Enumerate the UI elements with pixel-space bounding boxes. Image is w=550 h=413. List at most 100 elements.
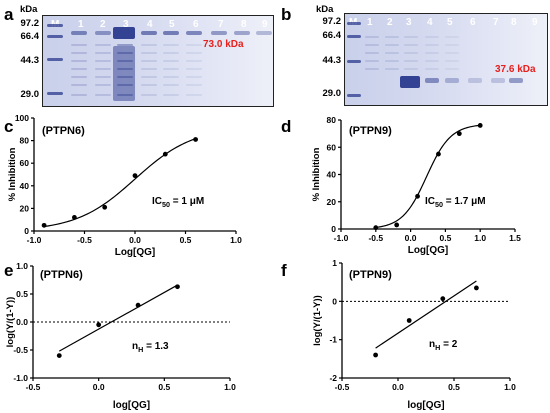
gel-smear-band [163, 94, 179, 96]
gel-a-lane-2: 2 [100, 19, 106, 30]
data-point [162, 151, 168, 157]
gel-smear-band [71, 84, 87, 86]
gel-smear-band [117, 44, 133, 46]
gel-b-lane-5: 5 [447, 17, 453, 28]
gel-smear-band [71, 60, 87, 62]
gel-smear-band [141, 68, 157, 70]
gel-smear-band [445, 36, 459, 38]
gel-smear-band [385, 60, 399, 62]
chart-f-ptpn9-hill-plot: -0.5 0.0 0.5 1.0 -2 -1 0 1 log[QG] log(Y/(1-Y)) (P… [312, 258, 516, 411]
gel-smear-band [95, 68, 111, 70]
gel-smear-band [71, 76, 87, 78]
x-tick-label: 0.5 [448, 382, 460, 392]
target-band [425, 78, 439, 83]
x-tick-label: 0.5 [439, 233, 451, 243]
gel-smear-band [385, 44, 399, 46]
gel-a-unit: kDa [20, 4, 38, 15]
y-axis-label: % Inhibition [7, 147, 18, 201]
gel-smear-band [95, 84, 111, 86]
marker-band [47, 24, 63, 27]
gel-a-marker-66: 66.4 [20, 31, 40, 42]
x-tick-label: 0.0 [93, 382, 105, 392]
y-tick-label: -0.5 [13, 345, 28, 355]
gel-smear-band [186, 76, 202, 78]
y-tick-label: 0 [331, 224, 336, 234]
gel-smear-band [71, 52, 87, 54]
target-band [400, 76, 420, 88]
gel-a-lane-4: 4 [147, 19, 153, 30]
data-point [102, 204, 108, 210]
data-point [135, 302, 141, 308]
gel-b-unit: kDa [316, 4, 334, 15]
x-tick-label: 0.0 [405, 233, 417, 243]
gel-smear-band [95, 44, 111, 46]
gel-smear-band [425, 52, 439, 54]
gel-smear-band [425, 36, 439, 38]
target-band [211, 31, 227, 35]
data-point [394, 222, 400, 228]
panel-letter-e: e [4, 261, 14, 280]
gel-smear-band [365, 68, 379, 70]
gel-a-marker-29: 29.0 [20, 89, 40, 100]
gel-a-lane-6: 6 [193, 19, 199, 30]
target-band [468, 78, 482, 83]
gel-a-size-label: 73.0 kDa [203, 39, 244, 50]
gel-b-lane-1: 1 [367, 17, 373, 28]
x-tick-label: 0.5 [158, 382, 170, 392]
chart-title: (PTPN6) [40, 269, 83, 281]
gel-smear-band [445, 52, 459, 54]
gel-smear-band [365, 36, 379, 38]
gel-a-lane-7: 7 [218, 19, 224, 30]
x-tick-label: -0.5 [335, 382, 350, 392]
gel-smear-band [95, 60, 111, 62]
gel-smear-band [186, 68, 202, 70]
gel-smear-band [141, 84, 157, 86]
marker-band [347, 60, 361, 63]
target-band [141, 31, 157, 35]
data-point [56, 353, 62, 358]
gel-smear-band [404, 44, 418, 46]
gel-smear-band [404, 36, 418, 38]
gel-smear-band [186, 60, 202, 62]
x-tick-label: 1.5 [509, 233, 521, 243]
x-axis-label: Log[QG] [115, 247, 156, 258]
target-band [71, 31, 87, 35]
x-tick-label: 0.5 [180, 235, 192, 245]
y-tick-label: 0 [332, 296, 337, 306]
marker-band [47, 92, 63, 95]
gel-smear-band [71, 44, 87, 46]
y-tick-label: 100 [15, 113, 29, 123]
gel-smear-band [141, 76, 157, 78]
y-tick-label: -1.0 [13, 373, 28, 383]
gel-smear-band [141, 94, 157, 96]
gel-smear-band [365, 44, 379, 46]
chart-annotation: IC50 = 1 μM [152, 196, 204, 209]
data-point [436, 151, 441, 157]
panel-letter-f: f [281, 261, 287, 280]
target-band [113, 27, 135, 39]
gel-b-lane-4: 4 [427, 17, 433, 28]
data-point [132, 173, 138, 179]
gel-smear-band [425, 68, 439, 70]
gel-b-lane-9: 9 [532, 17, 538, 28]
marker-band [347, 35, 361, 38]
chart-title: (PTPN9) [349, 125, 392, 137]
gel-a-marker-44: 44.3 [20, 55, 40, 66]
y-axis-label: % Inhibition [311, 147, 322, 201]
target-band [509, 78, 523, 83]
gel-b-lane-3: 3 [406, 17, 412, 28]
gel-smear-band [95, 94, 111, 96]
x-tick-label: 1.0 [504, 382, 516, 392]
data-point [193, 137, 199, 142]
gel-b-size-label: 37.6 kDa [495, 64, 536, 75]
gel-b-marker-97: 97.2 [322, 16, 342, 27]
x-tick-label: 0.0 [129, 235, 141, 245]
x-tick-label: -1.0 [27, 235, 42, 245]
chart-title: (PTPN6) [42, 125, 85, 137]
y-tick-label: 0 [24, 226, 29, 236]
gel-b-image: M 1 2 3 4 5 6 7 8 9 37.6 kDa [344, 13, 548, 106]
gel-smear-band [163, 68, 179, 70]
data-point [175, 284, 180, 290]
data-point [41, 222, 47, 228]
y-tick-label: 1.0 [16, 261, 28, 271]
